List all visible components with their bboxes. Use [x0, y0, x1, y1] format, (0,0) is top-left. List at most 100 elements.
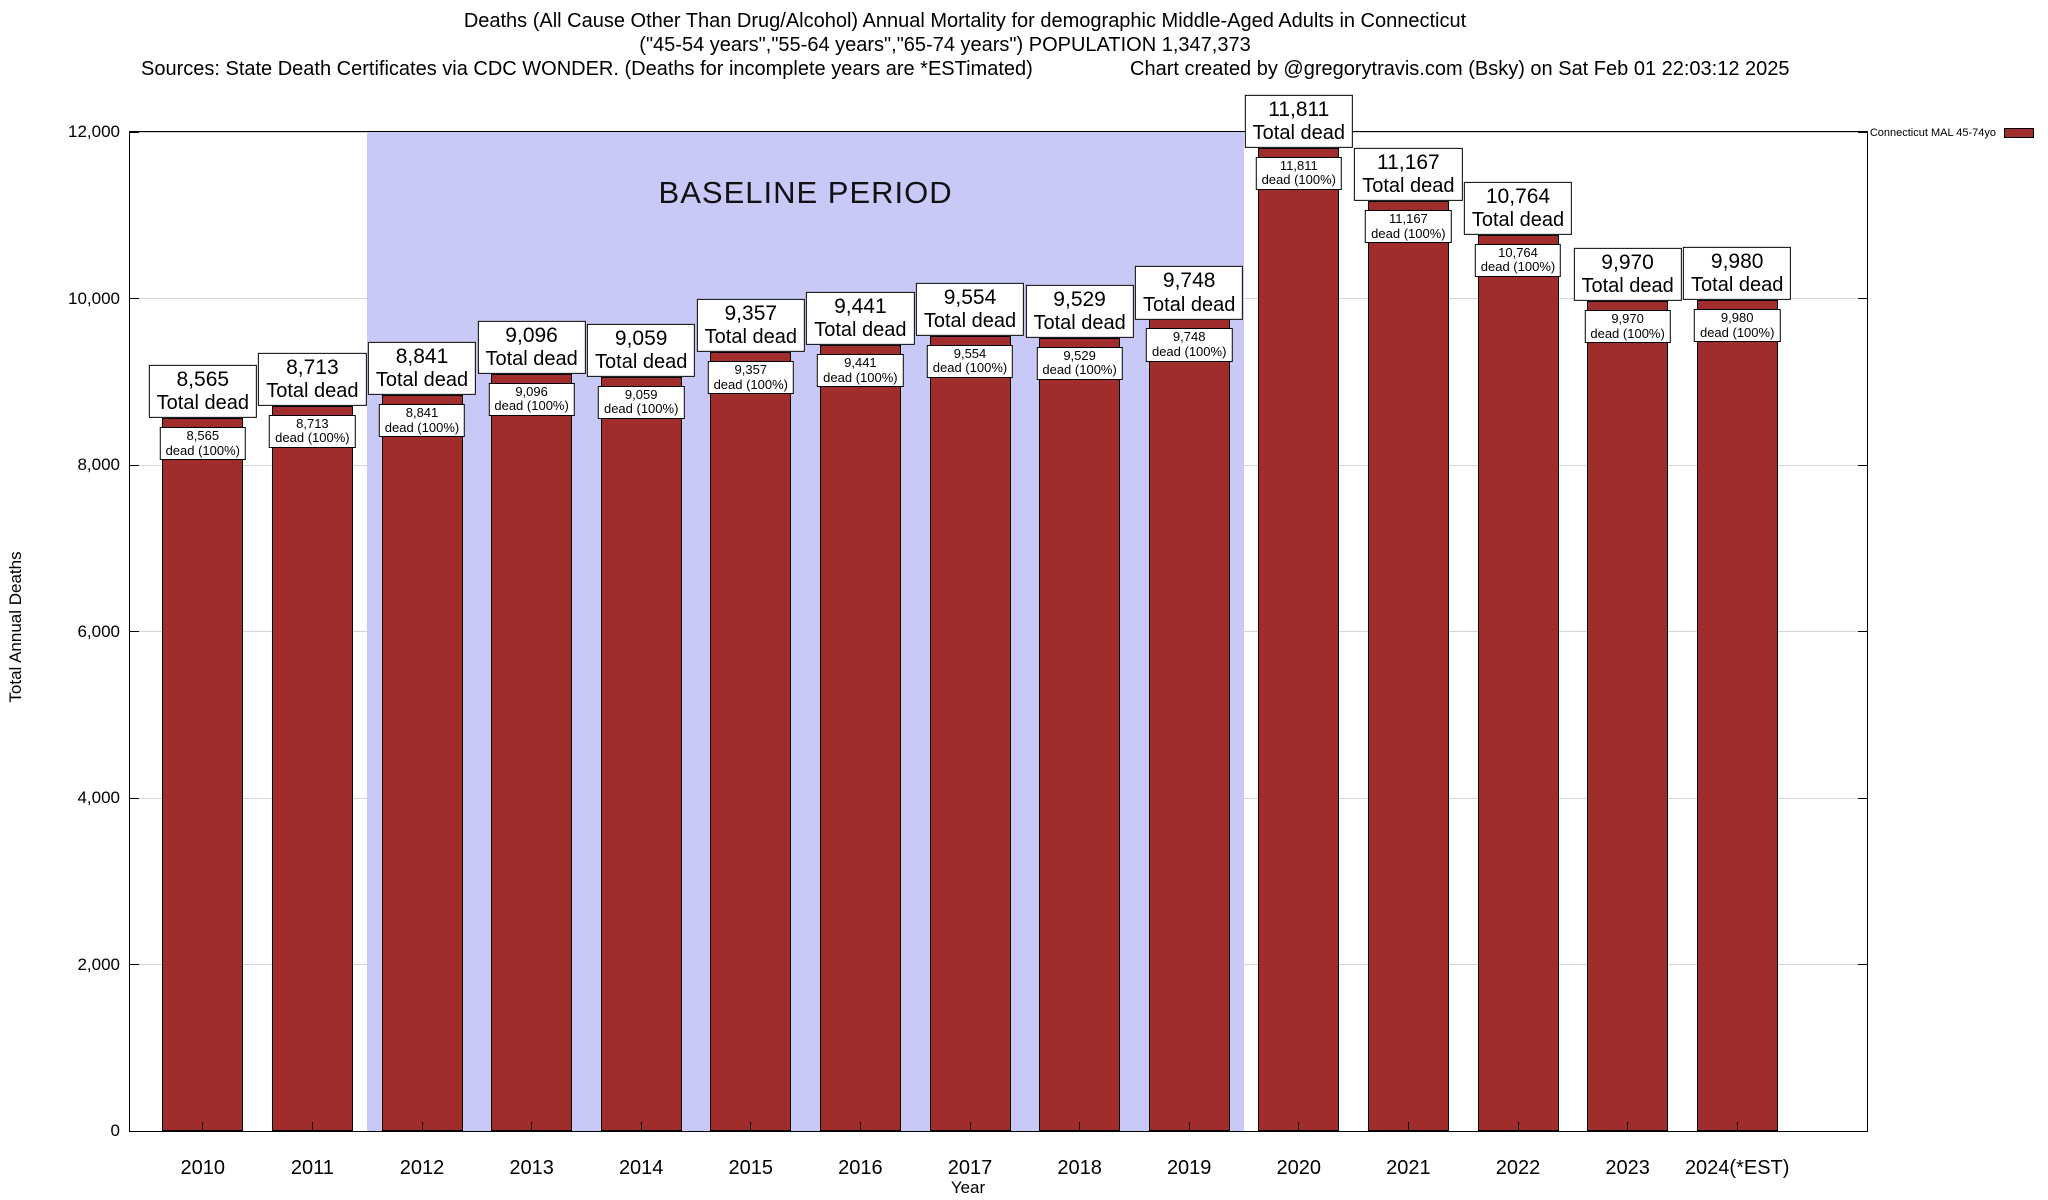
x-tick-label: 2016	[838, 1157, 883, 1179]
bar-top-label: 9,529 Total dead	[1025, 284, 1134, 338]
legend-swatch	[2004, 128, 2034, 138]
bar-top-label-value: 9,441	[834, 294, 887, 318]
bar-inner-label: 11,811 dead (100%)	[1255, 156, 1343, 190]
bar-inner-label-value: 9,059	[624, 386, 658, 402]
bar-inner-label: 9,554 dead (100%)	[926, 344, 1014, 378]
bar-top-label-value: 9,096	[505, 323, 558, 347]
bar-2015	[710, 352, 792, 1131]
bar-top-label-suffix: Total dead	[266, 379, 359, 402]
bar-2011	[271, 405, 353, 1131]
baseline-period-label: BASELINE PERIOD	[658, 175, 953, 210]
x-tick-mark	[311, 1122, 313, 1131]
bar-2020	[1258, 147, 1340, 1131]
bar-inner-label: 8,841 dead (100%)	[378, 403, 466, 438]
bar-2012	[381, 394, 463, 1131]
bar-2016	[819, 345, 901, 1131]
bar-top-label: 11,811 Total dead	[1244, 94, 1353, 148]
y-tick-mark	[130, 464, 139, 466]
bar-2017	[929, 335, 1011, 1131]
bar-inner-label-suffix: dead (100%)	[1699, 324, 1775, 340]
y-axis-title: Total Annual Deaths	[6, 551, 25, 703]
bar-top-label: 9,970 Total dead	[1573, 247, 1682, 301]
bar-top-label-suffix: Total dead	[1691, 274, 1784, 297]
bar-inner-label-suffix: dead (100%)	[494, 398, 569, 414]
bar-top-label-suffix: Total dead	[1143, 293, 1236, 316]
x-tick-mark	[1627, 1122, 1629, 1131]
bar-top-label: 9,554 Total dead	[915, 282, 1025, 336]
bar-inner-label-value: 9,748	[1172, 329, 1206, 345]
bar-top-label: 9,980 Total dead	[1683, 247, 1792, 301]
y-tick-mark	[1858, 631, 1867, 632]
bar-top-label-value: 8,841	[395, 344, 449, 368]
chart-title-line1: Deaths (All Cause Other Than Drug/Alcoho…	[463, 10, 1467, 32]
bar-inner-label-suffix: dead (100%)	[384, 419, 460, 435]
x-tick-mark	[1079, 1122, 1081, 1131]
bar-inner-label-suffix: dead (100%)	[1042, 362, 1117, 378]
bar-inner-label-suffix: dead (100%)	[1151, 344, 1227, 360]
bar-2018	[1039, 337, 1121, 1131]
bar-inner-label-suffix: dead (100%)	[603, 401, 679, 417]
bar-inner-label: 8,565 dead (100%)	[159, 426, 247, 461]
bar-top-label-suffix: Total dead	[814, 319, 907, 342]
bar-top-label: 9,748 Total dead	[1135, 266, 1244, 320]
x-axis-title: Year	[950, 1178, 986, 1197]
bar-top-label-suffix: Total dead	[485, 347, 578, 370]
bar-inner-label-suffix: dead (100%)	[1371, 225, 1446, 241]
bar-top-label-suffix: Total dead	[1471, 208, 1565, 231]
y-tick-mark	[130, 1130, 139, 1132]
y-tick-mark	[130, 964, 139, 965]
bar-inner-label-value: 9,970	[1611, 310, 1644, 326]
y-tick-label: 2,000	[77, 954, 120, 974]
bar-inner-label: 11,167 dead (100%)	[1365, 210, 1452, 244]
bar-inner-label-value: 9,441	[844, 355, 877, 371]
bar-inner-label-suffix: dead (100%)	[713, 376, 789, 392]
x-tick-label: 2021	[1386, 1157, 1431, 1179]
x-tick-mark	[750, 1122, 752, 1131]
bar-inner-label: 10,764 dead (100%)	[1474, 243, 1562, 277]
x-tick-label: 2024(*EST)	[1684, 1157, 1790, 1179]
legend: Connecticut MAL 45-74yo	[1870, 127, 2034, 139]
bar-top-label-suffix: Total dead	[595, 350, 688, 373]
bar-top-label-value: 11,811	[1268, 97, 1330, 121]
bar-inner-label-value: 8,841	[405, 404, 439, 420]
bar-inner-label: 9,980 dead (100%)	[1693, 309, 1781, 343]
y-tick-mark	[130, 797, 139, 799]
y-tick-label: 12,000	[68, 122, 120, 141]
x-tick-label: 2018	[1057, 1157, 1102, 1179]
bar-inner-label: 9,357 dead (100%)	[707, 361, 795, 395]
bar-top-label-value: 9,357	[724, 301, 778, 325]
bar-inner-label-value: 9,096	[515, 383, 548, 399]
bar-inner-label-value: 8,713	[296, 415, 329, 431]
bar-2021	[1367, 201, 1449, 1131]
bar-top-label-value: 8,565	[176, 367, 230, 391]
y-tick-label: 0	[110, 1121, 120, 1140]
y-tick-label: 6,000	[77, 621, 120, 641]
bar-top-label-value: 9,554	[943, 285, 997, 309]
bar-2023	[1587, 300, 1669, 1131]
bar-inner-label: 9,059 dead (100%)	[597, 385, 685, 419]
x-tick-label: 2020	[1276, 1157, 1322, 1179]
bar-2024-est	[1696, 300, 1778, 1131]
bar-top-label-suffix: Total dead	[923, 309, 1017, 332]
y-tick-mark	[1858, 797, 1867, 799]
chart-title-line2: ("45-54 years","55-64 years","65-74 year…	[639, 34, 1251, 56]
bar-inner-label-suffix: dead (100%)	[1480, 259, 1556, 275]
y-tick-mark	[1858, 464, 1867, 466]
x-tick-label: 2015	[728, 1157, 774, 1179]
bar-inner-label: 9,529 dead (100%)	[1036, 346, 1123, 380]
x-tick-mark	[1517, 1122, 1519, 1131]
y-tick-mark	[1858, 131, 1867, 133]
bar-top-label-suffix: Total dead	[1033, 311, 1126, 334]
x-tick-label: 2017	[947, 1157, 993, 1179]
x-tick-mark	[1188, 1122, 1190, 1131]
x-tick-label: 2014	[618, 1157, 664, 1179]
bar-top-label-suffix: Total dead	[1252, 121, 1345, 144]
bar-top-label: 11,167 Total dead	[1354, 148, 1463, 202]
bar-2019	[1148, 319, 1230, 1131]
x-tick-mark	[859, 1122, 861, 1131]
bar-top-label: 8,841 Total dead	[367, 341, 477, 395]
x-tick-mark	[421, 1122, 423, 1131]
x-tick-label: 2010	[180, 1157, 226, 1179]
bar-top-label: 10,764 Total dead	[1463, 181, 1573, 235]
